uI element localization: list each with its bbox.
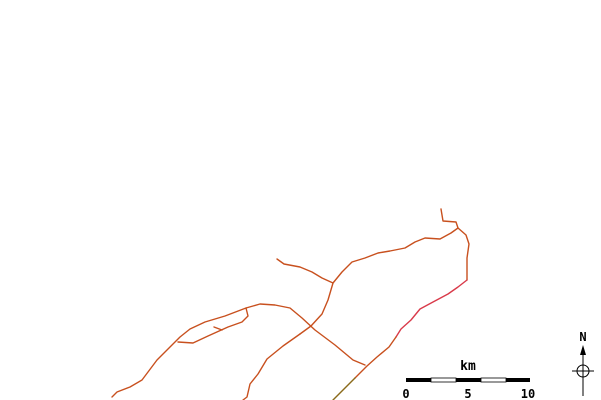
road-pink-segment <box>395 279 468 338</box>
road-west-spur <box>276 258 334 284</box>
scale-unit-label: km <box>460 359 476 374</box>
road-south <box>354 336 397 379</box>
scale-tick-10: 10 <box>521 387 535 400</box>
north-arrow: N <box>572 330 594 396</box>
road-south-west <box>242 333 301 400</box>
road-olive-segment <box>332 377 356 400</box>
road-north-east <box>299 227 459 335</box>
road-main <box>111 303 366 398</box>
scale-tick-0: 0 <box>402 387 409 400</box>
scale-segment-4 <box>480 377 507 383</box>
road-loop <box>177 307 249 344</box>
road-loop-stub <box>213 326 223 331</box>
north-label: N <box>579 330 586 344</box>
scale-segment-1 <box>406 378 431 382</box>
scale-tick-5: 5 <box>464 387 471 400</box>
scale-bar: km 0 5 10 <box>402 359 535 400</box>
north-arrow-compass-ring-icon <box>576 364 590 378</box>
road-network <box>111 208 470 400</box>
north-arrow-head-icon <box>580 345 586 355</box>
scale-segment-3 <box>456 378 481 382</box>
scale-segment-5 <box>506 378 530 382</box>
scale-segment-2 <box>430 377 457 383</box>
road-north-spur <box>440 208 470 281</box>
